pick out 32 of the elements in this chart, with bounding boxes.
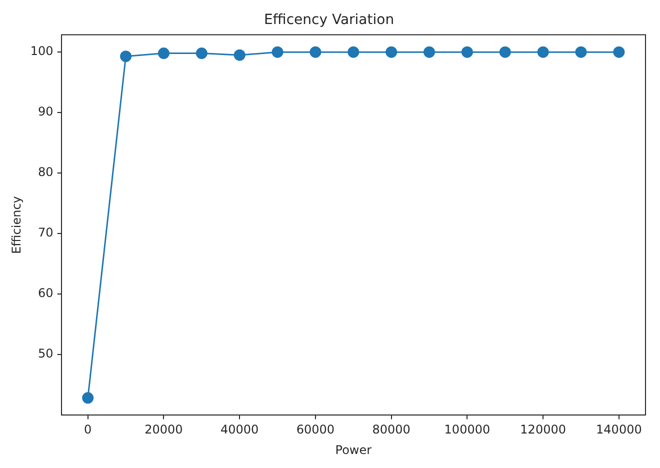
y-tick-label: 100 [30,44,54,58]
y-tick-label: 80 [38,165,54,180]
x-tick-label: 120000 [520,422,566,437]
point [158,48,170,60]
y-tick-label: 50 [38,346,54,361]
point [461,46,473,58]
x-tick-label: 0 [84,422,92,437]
point [348,46,360,58]
point [310,46,322,58]
point [575,46,587,58]
point [234,49,246,61]
x-tick-label: 100000 [444,422,490,437]
x-axis-title: Power [335,442,372,457]
point [82,392,94,404]
x-tick-label: 140000 [596,422,642,437]
x-tick-label: 20000 [144,422,183,437]
chart-title: Efficency Variation [264,12,394,28]
y-tick-label: 70 [38,226,54,240]
point [537,46,549,58]
y-tick-label: 90 [38,104,54,119]
y-axis-title: Efficiency [9,196,24,254]
point [196,48,208,60]
point [272,46,284,58]
point [499,46,511,58]
y-tick-label: 60 [38,286,54,300]
point [386,46,398,58]
point [120,50,132,62]
point [424,46,436,58]
point [613,46,625,58]
x-tick-label: 60000 [296,422,335,437]
x-tick-label: 80000 [372,422,410,437]
x-tick-label: 40000 [220,422,259,437]
